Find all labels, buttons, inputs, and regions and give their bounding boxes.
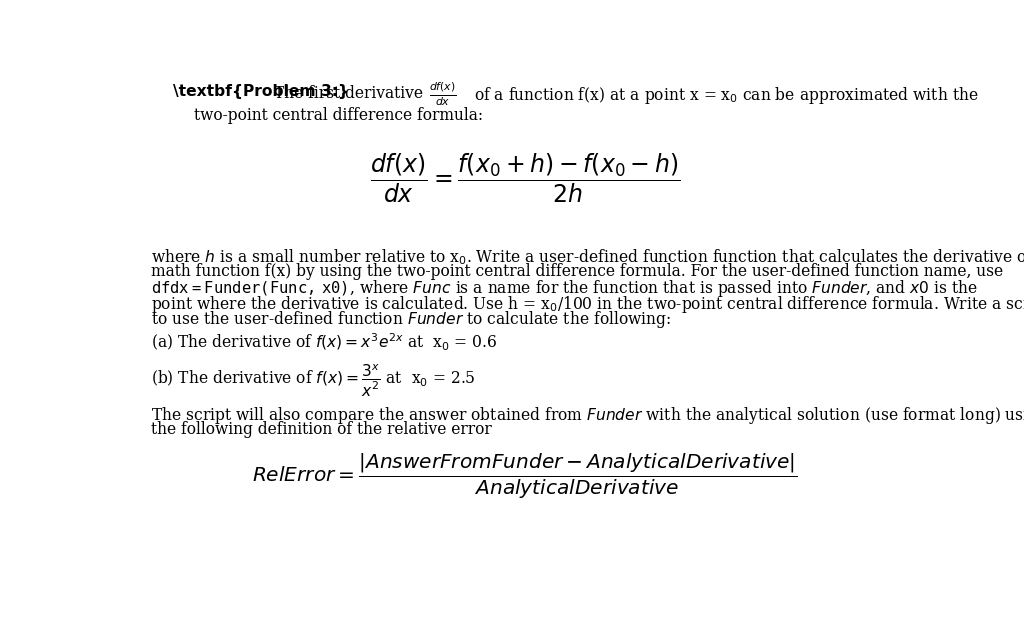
Text: where $h$ is a small number relative to x$_0$. Write a user-defined function fun: where $h$ is a small number relative to … (152, 247, 1024, 267)
Text: point where the derivative is calculated. Use h = x$_0$/100 in the two-point cen: point where the derivative is calculated… (152, 294, 1024, 315)
Text: two-point central difference formula:: two-point central difference formula: (194, 107, 483, 124)
Text: $\frac{df(x)}{dx}$: $\frac{df(x)}{dx}$ (429, 81, 457, 108)
Text: The first derivative: The first derivative (273, 85, 423, 102)
Text: of a function f(x) at a point x = x$_0$ can be approximated with the: of a function f(x) at a point x = x$_0$ … (474, 85, 979, 106)
Text: (b) The derivative of $f(x) = \dfrac{3^x}{x^2}$ at  x$_0$ = 2.5: (b) The derivative of $f(x) = \dfrac{3^x… (152, 363, 476, 399)
Text: $\mathit{RelError} = \dfrac{|AnswerFromFunder - AnalyticalDerivative|}{Analytica: $\mathit{RelError} = \dfrac{|AnswerFromF… (252, 452, 798, 501)
Text: $\mathtt{dfdx{=}Funder(Func,\,x0)}$, where $\mathit{Func}$ is a name for the fun: $\mathtt{dfdx{=}Funder(Func,\,x0)}$, whe… (152, 278, 978, 299)
Text: The script will also compare the answer obtained from $\mathit{Funder}$ with the: The script will also compare the answer … (152, 405, 1024, 427)
Text: \textbf{Problem 3:}: \textbf{Problem 3:} (173, 84, 349, 99)
Text: math function f(x) by using the two-point central difference formula. For the us: math function f(x) by using the two-poin… (152, 263, 1004, 280)
Text: $\dfrac{df(x)}{dx} = \dfrac{f(x_0+h) - f(x_0-h)}{2h}$: $\dfrac{df(x)}{dx} = \dfrac{f(x_0+h) - f… (370, 151, 680, 205)
Text: the following definition of the relative error: the following definition of the relative… (152, 421, 492, 438)
Text: to use the user-defined function $\mathit{Funder}$ to calculate the following:: to use the user-defined function $\mathi… (152, 309, 672, 330)
Text: (a) The derivative of $f(x) = x^3e^{2x}$ at  x$_0$ = 0.6: (a) The derivative of $f(x) = x^3e^{2x}$… (152, 332, 498, 353)
